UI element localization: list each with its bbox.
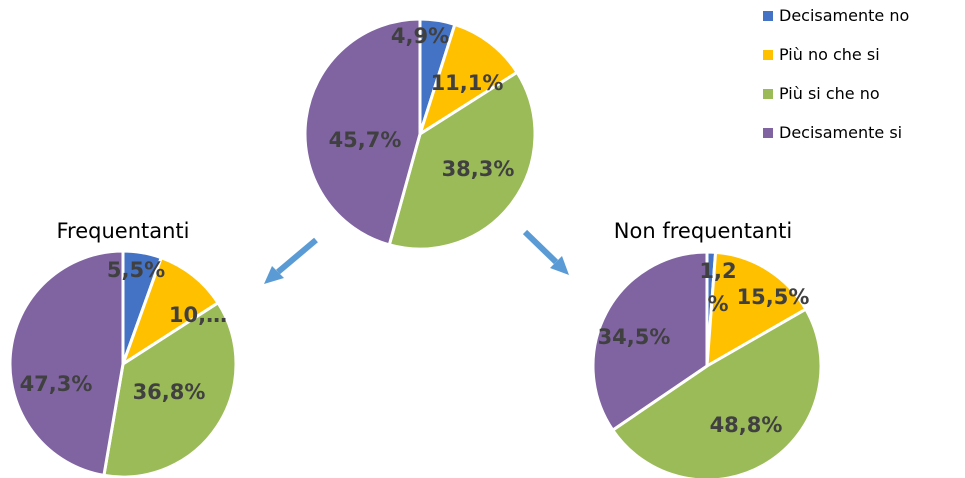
legend-label: Più si che no [779, 84, 880, 103]
data-label-overall-3: 45,7% [329, 128, 402, 152]
legend-swatch [763, 50, 773, 60]
data-label-overall-1: 11,1% [431, 71, 504, 95]
legend: Decisamente no Più no che si Più si che … [763, 6, 909, 142]
legend-swatch [763, 89, 773, 99]
slice-overall-1 [418, 22, 519, 136]
data-label-overall-0: 4,9% [391, 24, 449, 48]
pie-overall: 4,9% 11,1% 38,3% 45,7% [303, 17, 537, 251]
data-label-non-frequentanti-3: 34,5% [598, 325, 671, 349]
legend-item-piu-no-che-si: Più no che si [763, 45, 880, 64]
slice-frequentanti-3 [8, 249, 125, 477]
data-label-frequentanti-0: 5,5% [107, 258, 165, 282]
slice-non-frequentanti-1 [705, 250, 808, 368]
title-non-frequentanti: Non frequentanti [614, 219, 792, 243]
legend-item-decisamente-si: Decisamente si [763, 123, 902, 142]
slice-frequentanti-2 [102, 301, 238, 478]
slice-overall-3 [303, 17, 422, 247]
data-label-overall-2: 38,3% [442, 157, 515, 181]
slice-non-frequentanti-2 [611, 307, 823, 478]
slice-non-frequentanti-3 [591, 250, 709, 432]
arrow-right [522, 229, 569, 275]
data-label-non-frequentanti-0: 1,2% [699, 259, 736, 316]
data-label-non-frequentanti-1: 15,5% [737, 285, 810, 309]
slice-overall-2 [387, 70, 537, 251]
legend-label: Decisamente no [779, 6, 909, 25]
data-label-frequentanti-3: 47,3% [20, 372, 93, 396]
legend-swatch [763, 11, 773, 21]
data-label-non-frequentanti-2: 48,8% [710, 413, 783, 437]
legend-item-piu-si-che-no: Più si che no [763, 84, 880, 103]
title-frequentanti: Frequentanti [57, 219, 190, 243]
legend-label: Decisamente si [779, 123, 902, 142]
legend-item-decisamente-no: Decisamente no [763, 6, 909, 25]
arrow-left [264, 237, 318, 284]
legend-swatch [763, 128, 773, 138]
pie-non-frequentanti: 1,2% 15,5% 48,8% 34,5% [591, 250, 823, 478]
pie-frequentanti: 5,5%10,… 36,8% 47,3% [8, 249, 238, 478]
data-label-frequentanti-2: 36,8% [133, 380, 206, 404]
legend-label: Più no che si [779, 45, 880, 64]
data-label-frequentanti-1: 10,… [169, 303, 227, 327]
